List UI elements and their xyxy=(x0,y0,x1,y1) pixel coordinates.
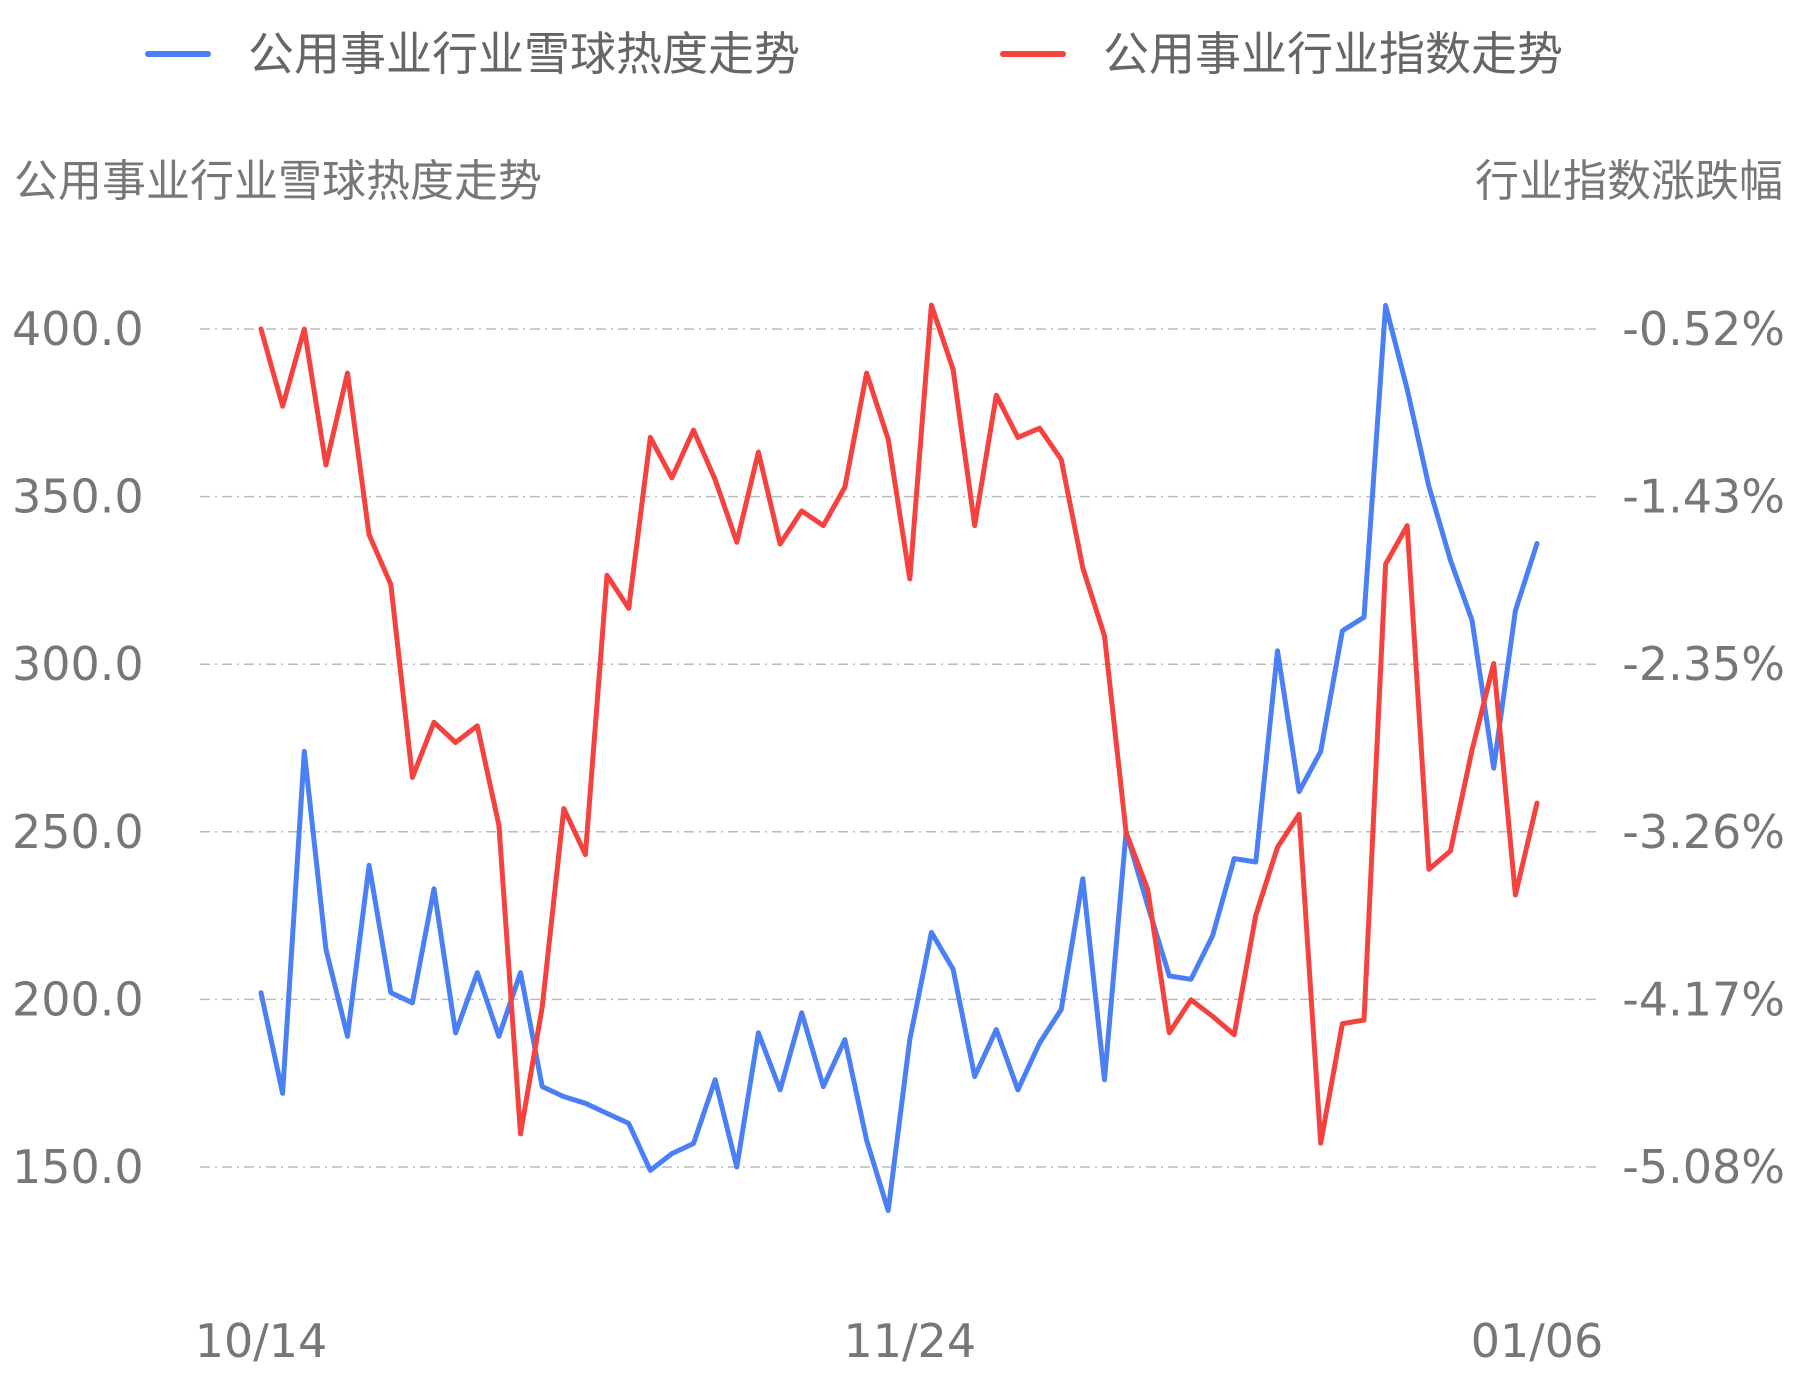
right-axis-title: 行业指数涨跌幅 xyxy=(1475,156,1783,207)
right-tick-label: -2.35% xyxy=(1622,637,1785,691)
legend-item-index[interactable]: 公用事业行业指数走势 xyxy=(1000,27,1563,81)
x-axis-ticks: 10/14 11/24 01/06 xyxy=(195,1314,1604,1368)
left-axis-title: 公用事业行业雪球热度走势 xyxy=(14,156,542,207)
left-tick-label: 300.0 xyxy=(12,637,144,691)
left-tick-label: 350.0 xyxy=(12,470,144,524)
right-tick-label: -4.17% xyxy=(1622,972,1785,1026)
right-tick-label: -3.26% xyxy=(1622,805,1785,859)
legend-label-heat: 公用事业行业雪球热度走势 xyxy=(248,27,800,81)
legend-item-heat[interactable]: 公用事业行业雪球热度走势 xyxy=(145,27,800,81)
left-axis-ticks: 400.0 350.0 300.0 250.0 200.0 150.0 xyxy=(12,302,144,1194)
legend: 公用事业行业雪球热度走势 公用事业行业指数走势 xyxy=(145,27,1563,81)
series-lines xyxy=(258,302,1540,1214)
left-tick-label: 200.0 xyxy=(12,972,144,1026)
x-tick-label: 11/24 xyxy=(844,1314,977,1368)
series-line-heat xyxy=(258,303,1540,1214)
right-tick-label: -5.08% xyxy=(1622,1140,1785,1194)
left-tick-label: 250.0 xyxy=(12,805,144,859)
left-tick-label: 150.0 xyxy=(12,1140,144,1194)
right-tick-label: -0.52% xyxy=(1622,302,1785,356)
series-line-index xyxy=(258,302,1540,1146)
x-tick-label: 01/06 xyxy=(1471,1314,1604,1368)
right-axis-ticks: -0.52% -1.43% -2.35% -3.26% -4.17% -5.08% xyxy=(1622,302,1785,1194)
right-tick-label: -1.43% xyxy=(1622,470,1785,524)
x-tick-label: 10/14 xyxy=(195,1314,328,1368)
left-tick-label: 400.0 xyxy=(12,302,144,356)
legend-label-index: 公用事业行业指数走势 xyxy=(1103,27,1563,81)
